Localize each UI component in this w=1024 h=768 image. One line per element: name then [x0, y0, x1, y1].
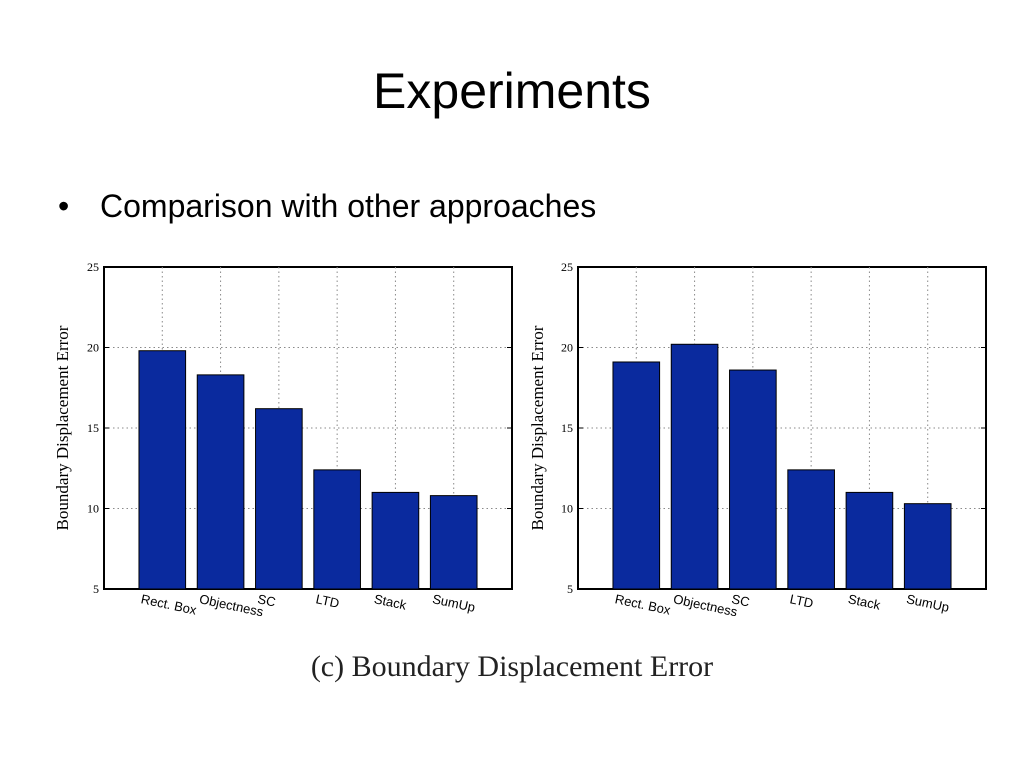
- bullet-text: Comparison with other approaches: [100, 188, 597, 224]
- chart2-xtick-label: Stack: [847, 591, 882, 613]
- figure-caption: (c) Boundary Displacement Error: [310, 650, 714, 683]
- chart1-bar-2: [196, 374, 245, 590]
- chart1-xtick-label: Stack: [373, 591, 408, 613]
- chart2-ylabel: Boundary Displacement Error: [528, 325, 547, 530]
- chart2-xtick-label: Objectness: [672, 591, 739, 619]
- chart2-bar-6: [903, 503, 952, 590]
- chart1-bar-4: [313, 469, 361, 590]
- chart1-ytick-label: 25: [87, 260, 99, 274]
- chart1-xtick-label: Objectness: [198, 591, 265, 619]
- bullet-item: • Comparison with other approaches: [58, 188, 596, 225]
- chart1-bar-5: [371, 491, 420, 590]
- chart2-bar-2: [670, 343, 719, 590]
- chart2-xtick-label: LTD: [789, 591, 815, 611]
- bullet-marker: •: [58, 188, 70, 224]
- chart2-ytick-label: 20: [561, 341, 573, 355]
- chart1-bar-3: [255, 408, 303, 590]
- chart2-bar-5: [845, 491, 894, 590]
- chart2-xtick-label: Rect. Box: [614, 591, 673, 617]
- chart2-bar-1: [612, 361, 661, 590]
- chart1-xtick-label: SumUp: [431, 591, 477, 615]
- chart2-ytick-label: 10: [561, 502, 573, 516]
- chart1-ytick-label: 5: [93, 582, 99, 596]
- chart1-ytick-label: 15: [87, 421, 99, 435]
- chart2-ytick-label: 25: [561, 260, 573, 274]
- chart2-ytick-label: 15: [561, 421, 573, 435]
- chart2-bar-3: [729, 369, 777, 590]
- chart1-xtick-label: LTD: [315, 591, 341, 611]
- slide-title: Experiments: [373, 63, 651, 119]
- chart1-bar-6: [429, 495, 478, 590]
- chart1-bar-1: [138, 350, 187, 590]
- chart1-xtick-label: Rect. Box: [140, 591, 199, 617]
- chart1-ytick-label: 10: [87, 502, 99, 516]
- chart2-bar-4: [787, 469, 835, 590]
- chart1-ylabel: Boundary Displacement Error: [53, 325, 72, 530]
- chart2-xtick-label: SC: [730, 591, 751, 609]
- chart1-xtick-label: SC: [256, 591, 277, 609]
- chart2-ytick-label: 5: [567, 582, 573, 596]
- chart1-ytick-label: 20: [87, 341, 99, 355]
- chart2-xtick-label: SumUp: [905, 591, 951, 615]
